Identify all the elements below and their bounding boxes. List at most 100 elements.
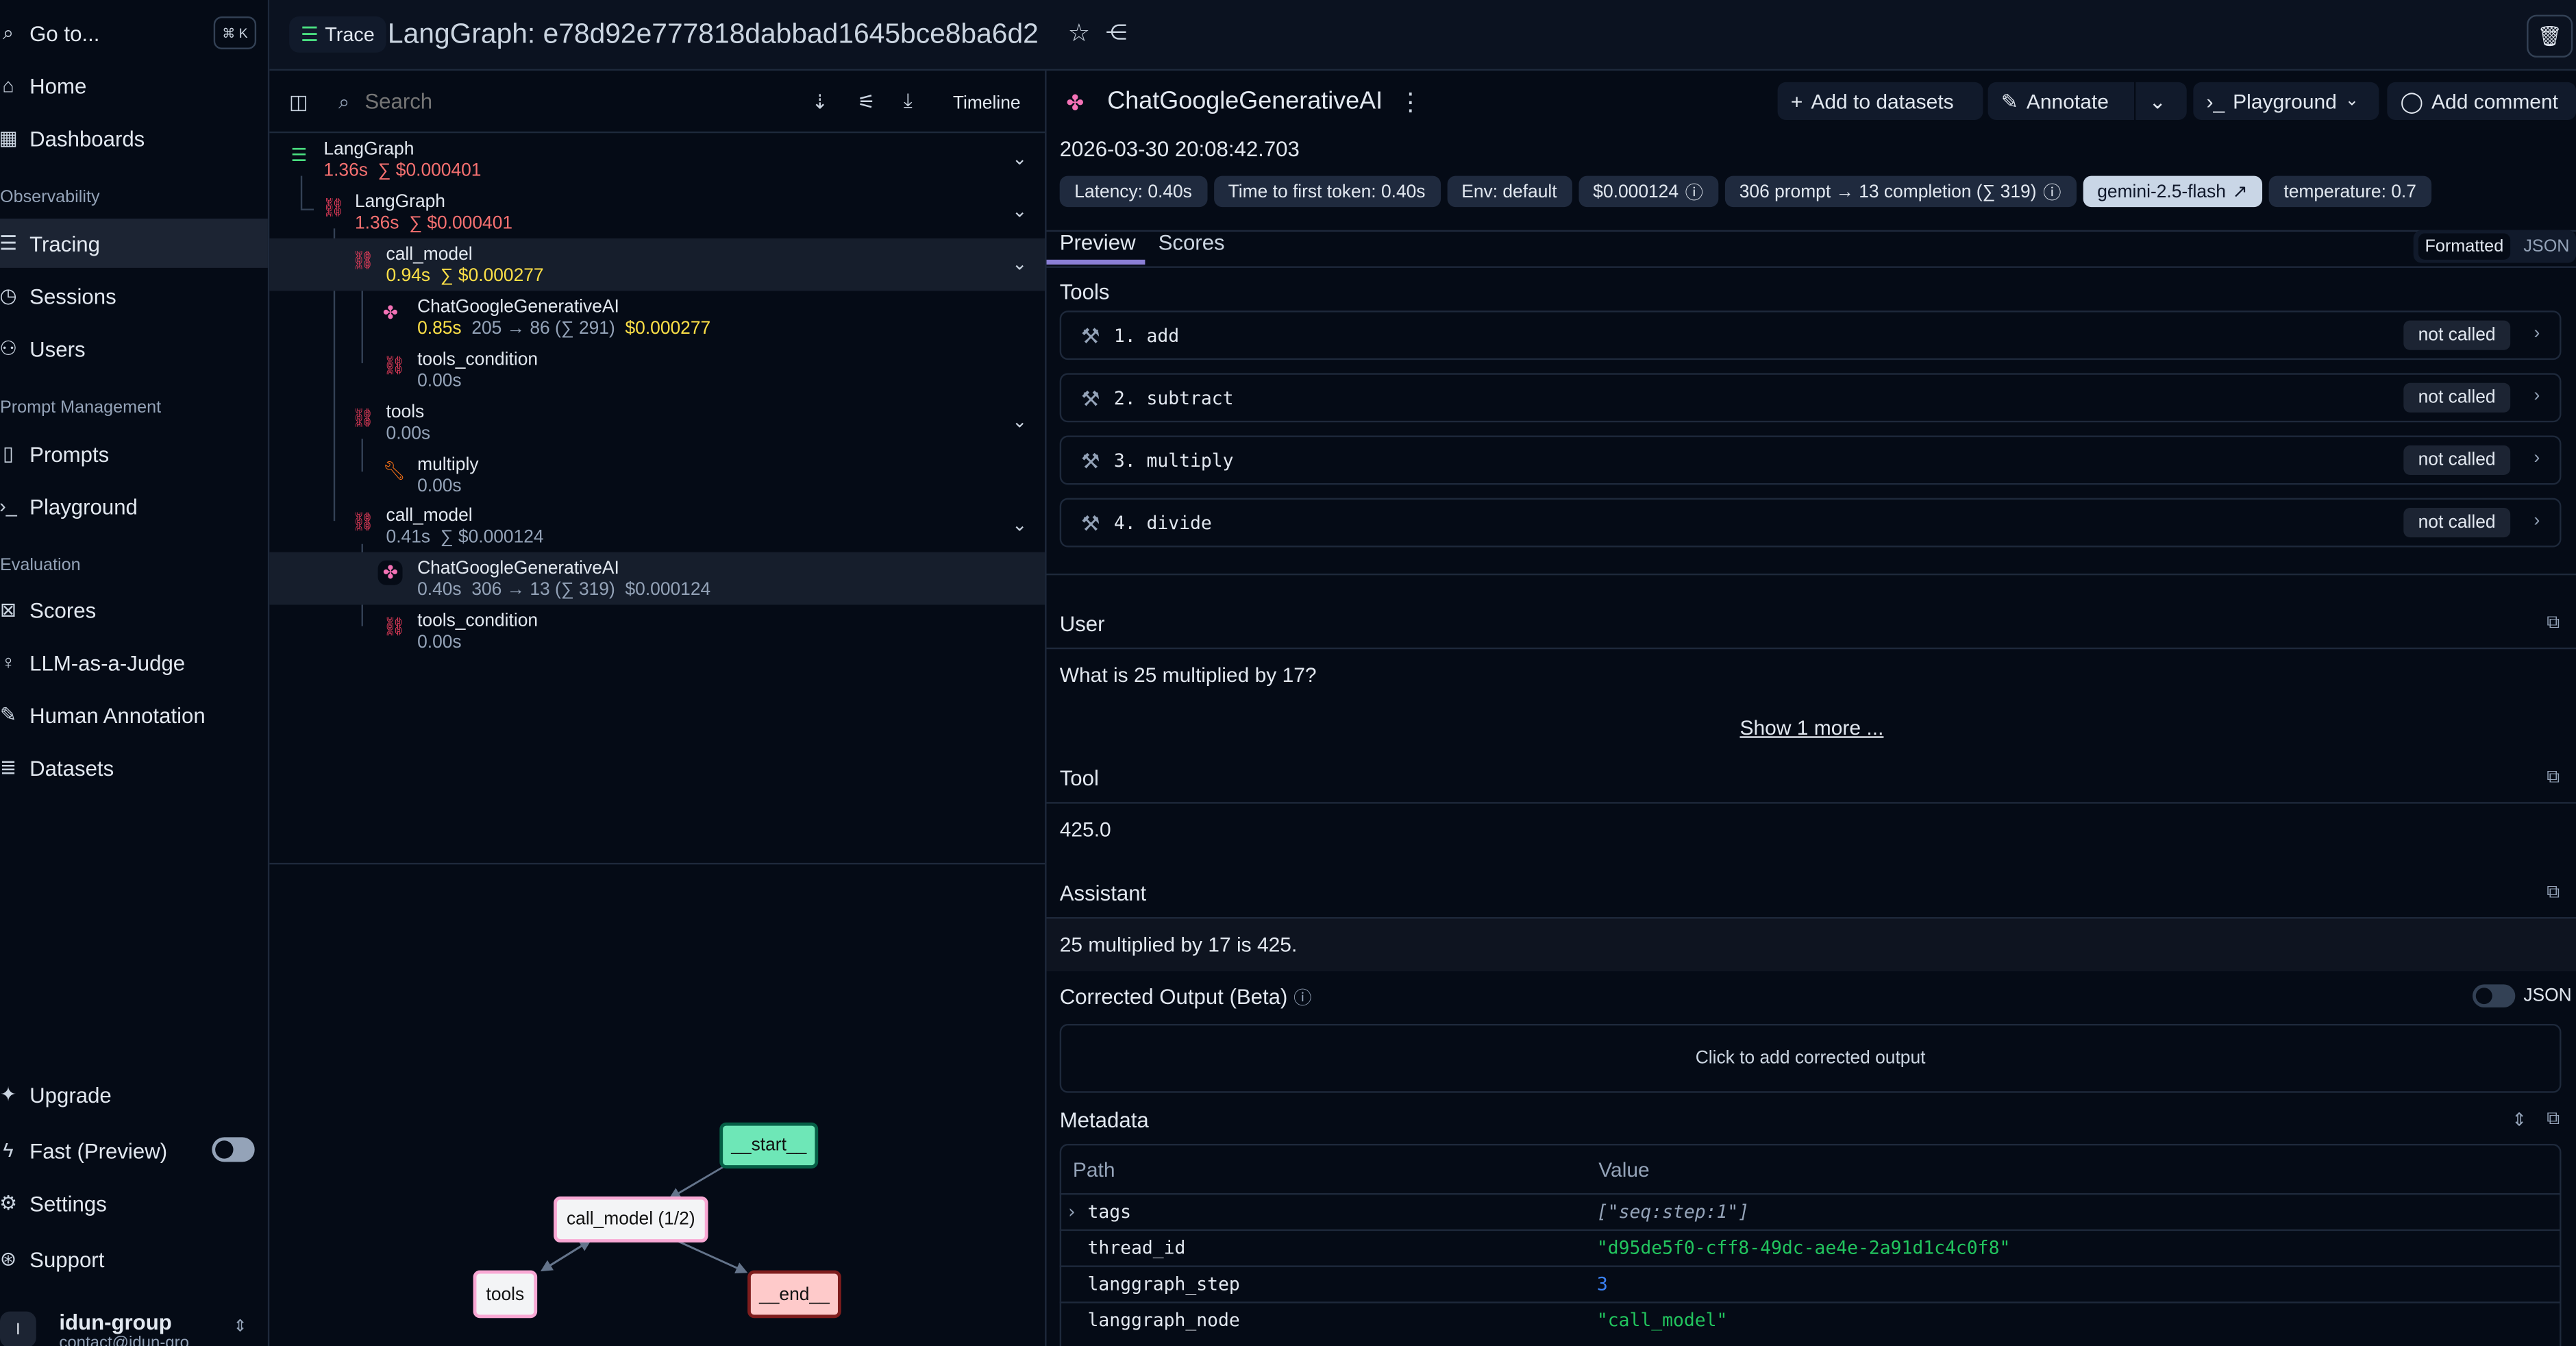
metadata-row[interactable]: › tags ["seq:step:1"] <box>1059 1192 2562 1231</box>
sidebar-item-playground[interactable]: ›_ Playground <box>0 482 268 531</box>
gemini-icon: ✤ <box>382 304 398 324</box>
tree-node[interactable]: ⛓ tools_condition 0.00s <box>269 343 1045 396</box>
tree-node[interactable]: ⛓ LangGraph 1.36s ∑ $0.000401 ⌄ <box>269 186 1045 238</box>
share-icon[interactable]: ⋲ <box>1105 19 1128 45</box>
ttft-badge: Time to first token: 0.40s <box>1213 175 1441 208</box>
sidebar-item-settings[interactable]: ⚙ Settings <box>0 1178 268 1227</box>
search-icon: ⌕ <box>2 20 14 44</box>
sidebar-item-prompts[interactable]: ▯ Prompts <box>0 429 268 478</box>
node-name: multiply <box>417 455 479 476</box>
sidebar-item-support[interactable]: ⊛ Support <box>0 1234 268 1284</box>
latency: 0.00s <box>386 424 431 444</box>
settings-sliders-icon[interactable]: ⚟ <box>857 90 876 114</box>
metadata-row[interactable]: langgraph_node "call_model" <box>1059 1301 2562 1339</box>
label: Support <box>29 1246 105 1271</box>
delete-button[interactable]: 🗑 <box>2527 14 2573 58</box>
tree-node[interactable]: ⛓ call_model 0.94s ∑ $0.000277 ⌄ <box>269 238 1045 291</box>
json-toggle[interactable] <box>2472 984 2516 1007</box>
sidebar-item-upgrade[interactable]: ✦ Upgrade <box>0 1070 268 1119</box>
tree-node[interactable]: ✤ ChatGoogleGenerativeAI 0.85s 205 → 86 … <box>269 291 1045 343</box>
node-name: tools_condition <box>417 350 538 370</box>
sidebar-item-llm-judge[interactable]: ♀ LLM-as-a-Judge <box>0 637 268 687</box>
graph-node-call-model[interactable]: call_model (1/2) <box>554 1196 708 1243</box>
tool-item[interactable]: ⚒ 4. divide not called › <box>1059 498 2562 548</box>
tokens-value: 306 prompt → 13 completion (∑ 319) <box>1739 181 2037 201</box>
label: Dashboards <box>29 125 145 151</box>
add-comment-button[interactable]: ◯ Add comment <box>2387 82 2576 121</box>
tree-node[interactable]: ⛓ tools_condition 0.00s <box>269 604 1045 657</box>
tab-scores[interactable]: Scores <box>1158 230 1225 255</box>
tree-node[interactable]: ⛓ call_model 0.41s ∑ $0.000124 ⌄ <box>269 500 1045 552</box>
chevrons-up-down-icon[interactable]: ⇕ <box>233 1318 247 1336</box>
download-icon[interactable]: ⤓ <box>903 88 913 112</box>
sidebar-item-human-annotation[interactable]: ✎ Human Annotation <box>0 690 268 739</box>
tokens: 306 → 13 (∑ 319) <box>471 580 615 600</box>
label: LLM-as-a-Judge <box>29 650 186 675</box>
chevron-down-icon[interactable]: ⌄ <box>1012 149 1028 169</box>
tree-node[interactable]: ⛓ tools 0.00s ⌄ <box>269 396 1045 449</box>
sidebar-item-users[interactable]: ⚇ Users <box>0 323 268 373</box>
search-icon: ⌕ <box>338 90 350 114</box>
observation-detail-panel: ✤ ChatGoogleGenerativeAI ⋮ + Add to datas… <box>1046 71 2576 1346</box>
value: "d95de5f0-cff8-49dc-ae4e-2a91d1c4c0f8" <box>1596 1237 2011 1259</box>
tokens: 205 → 86 (∑ 291) <box>471 319 615 339</box>
more-vertical-icon[interactable]: ⋮ <box>1398 88 1423 117</box>
sidebar-item-home[interactable]: ⌂ Home <box>0 61 268 110</box>
users-icon: ⚇ <box>0 336 17 360</box>
json-option[interactable]: JSON <box>2523 236 2570 257</box>
sidebar-item-fast-preview[interactable]: ϟ Fast (Preview) <box>0 1126 268 1175</box>
graph-node-end[interactable]: __end__ <box>747 1270 841 1319</box>
node-metrics: 0.94s ∑ $0.000277 <box>386 266 544 286</box>
chevron-down-icon[interactable]: ⌄ <box>1012 515 1028 536</box>
info-icon[interactable]: ⓘ <box>1685 183 1703 204</box>
tab-preview[interactable]: Preview <box>1059 230 1136 255</box>
sidebar-item-sessions[interactable]: ◷ Sessions <box>0 271 268 321</box>
star-icon[interactable]: ☆ <box>1067 19 1090 48</box>
tool-item[interactable]: ⚒ 1. add not called › <box>1059 310 2562 360</box>
goto-search[interactable]: ⌕ Go to... <box>0 8 268 58</box>
chevron-down-icon[interactable]: ⌄ <box>1012 412 1028 432</box>
add-to-datasets-button[interactable]: + Add to datasets <box>1777 82 1983 121</box>
sidebar-item-tracing[interactable]: ☰ Tracing <box>0 218 268 268</box>
formatted-option[interactable]: Formatted <box>2418 233 2510 260</box>
sidebar-item-scores[interactable]: ⊠ Scores <box>0 585 268 635</box>
chevron-down-icon[interactable]: ⌄ <box>1012 254 1028 275</box>
playground-button[interactable]: ›_ Playground ⌄ <box>2193 82 2379 121</box>
tree-node[interactable]: ☰ LangGraph 1.36s ∑ $0.000401 ⌄ <box>269 133 1045 186</box>
tool-item[interactable]: ⚒ 2. subtract not called › <box>1059 373 2562 423</box>
wrench-icon: ⚒ <box>1080 511 1100 536</box>
fast-preview-toggle[interactable] <box>212 1137 255 1162</box>
info-icon[interactable]: ⓘ <box>2043 183 2061 204</box>
collapse-all-icon[interactable]: ⇣ <box>811 90 828 114</box>
chevron-down-icon[interactable]: ⌄ <box>1012 201 1028 222</box>
annotate-dropdown[interactable]: ⌄ <box>2135 82 2187 121</box>
corrected-output-input[interactable]: Click to add corrected output <box>1059 1023 2562 1093</box>
show-more-link[interactable]: Show 1 more ... <box>1739 716 1884 740</box>
metadata-row[interactable]: langgraph_step 3 <box>1059 1265 2562 1303</box>
copy-icon[interactable]: ⧉ <box>2547 1109 2560 1129</box>
graph-node-start[interactable]: __start__ <box>719 1122 819 1168</box>
metadata-row[interactable]: thread_id "d95de5f0-cff8-49dc-ae4e-2a91d1… <box>1059 1229 2562 1267</box>
tree-search-input[interactable] <box>361 87 697 115</box>
chevron-right-icon[interactable]: › <box>1066 1201 1078 1223</box>
copy-icon[interactable]: ⧉ <box>2547 613 2560 633</box>
tree-node[interactable]: 🔧︎ multiply 0.00s <box>269 449 1045 502</box>
sidebar-item-dashboards[interactable]: ▦ Dashboards <box>0 113 268 162</box>
info-icon[interactable]: ⓘ <box>1293 989 1312 1009</box>
copy-icon[interactable]: ⧉ <box>2547 882 2560 903</box>
annotate-button[interactable]: ✎ Annotate <box>1987 82 2135 121</box>
label: Corrected Output (Beta) <box>1059 984 1288 1009</box>
sidebar-item-datasets[interactable]: ≣ Datasets <box>0 743 268 792</box>
tree-node-selected[interactable]: ✤ ChatGoogleGenerativeAI 0.40s 306 → 13 … <box>269 552 1045 605</box>
label: Users <box>29 336 86 361</box>
model-badge[interactable]: gemini-2.5-flash ↗ <box>2082 175 2263 208</box>
avatar[interactable]: I <box>0 1311 36 1346</box>
org-name[interactable]: idun-group <box>59 1310 172 1335</box>
timeline-button[interactable]: Timeline <box>952 93 1021 114</box>
panel-collapse-icon[interactable]: ◫ <box>289 90 308 114</box>
label: Prompts <box>29 441 110 466</box>
copy-icon[interactable]: ⧉ <box>2547 767 2560 787</box>
graph-node-tools[interactable]: tools <box>473 1270 538 1319</box>
expand-icon[interactable]: ⇕ <box>2512 1111 2527 1131</box>
tool-item[interactable]: ⚒ 3. multiply not called › <box>1059 435 2562 485</box>
